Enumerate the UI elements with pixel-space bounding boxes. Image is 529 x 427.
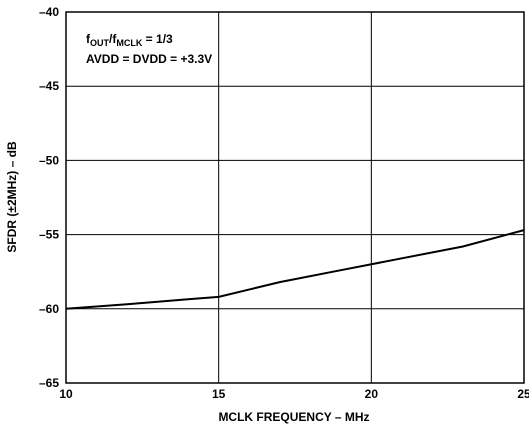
x-tick-label: 20 [365,387,379,401]
grid-lines [65,11,525,384]
x-axis-title: MCLK FREQUENCY – MHz [218,410,369,424]
y-tick-label: –50 [39,153,59,167]
x-tick-label: 15 [212,387,226,401]
sfdr-series-line [65,229,525,310]
x-tick-label: 25 [517,387,529,401]
x-tick-label: 10 [59,387,73,401]
y-tick-label: –45 [39,79,59,93]
tick-labels: 10 15 20 25 –40 –45 –50 –55 –60 –65 [39,5,529,401]
y-tick-label: –60 [39,302,59,316]
y-axis-title: SFDR (±2MHz) – dB [5,141,19,253]
y-tick-label: –55 [39,228,59,242]
annotation-supply: AVDD = DVDD = +3.3V [86,52,212,66]
annotation-fout-ratio: fOUT/fMCLK = 1/3 [86,32,173,48]
y-tick-label: –40 [39,5,59,19]
y-tick-label: –65 [39,376,59,390]
plot-frame [65,11,525,384]
